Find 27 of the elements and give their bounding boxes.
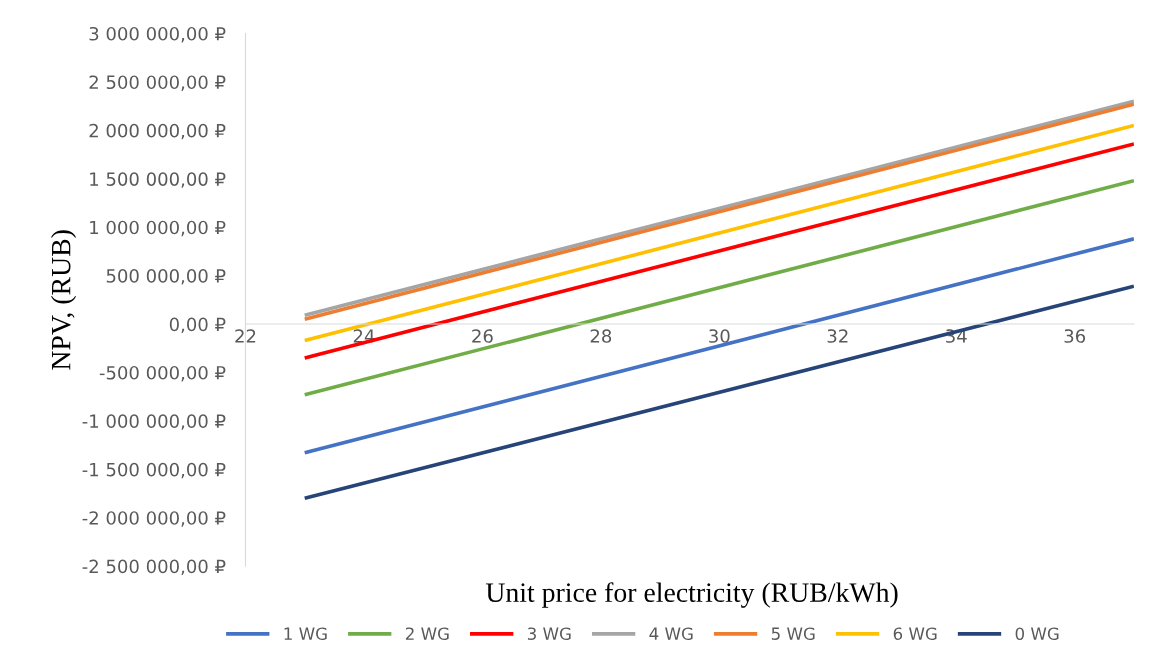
y-tick-label: 2 000 000,00 ₽: [89, 123, 226, 140]
y-tick-label: -500 000,00 ₽: [99, 365, 226, 382]
legend-label: 4 WG: [649, 627, 693, 640]
y-tick-label: 3 000 000,00 ₽: [89, 26, 226, 43]
legend-label: 0 WG: [1015, 627, 1059, 640]
legend-label: 6 WG: [893, 627, 937, 640]
legend-label: 1 WG: [284, 627, 327, 640]
x-tick-label: 32: [827, 329, 848, 343]
y-tick-label: -2 500 000,00 ₽: [82, 559, 226, 576]
legend-label: 5 WG: [771, 627, 815, 640]
y-tick-label: -2 000 000,00 ₽: [82, 511, 226, 527]
y-tick-label: 1 500 000,00 ₽: [90, 172, 226, 188]
x-tick-label: 36: [1064, 329, 1086, 343]
legend-label: 3 WG: [527, 627, 571, 640]
legend-label: 2 WG: [405, 627, 449, 640]
y-tick-label: -1 500 000,00 ₽: [82, 462, 226, 479]
x-tick-label: 22: [235, 329, 256, 343]
y-tick-label: 1 000 000,00 ₽: [90, 220, 226, 237]
y-tick-label: 2 500 000,00 ₽: [89, 75, 226, 91]
x-tick-label: 28: [590, 329, 612, 343]
x-tick-label: 26: [472, 329, 493, 343]
y-axis-title: NPV, (RUB): [50, 230, 77, 370]
y-tick-label: 0,00 ₽: [169, 317, 226, 333]
x-axis-title: Unit price for electricity (RUB/kWh): [485, 582, 898, 608]
y-tick-label: -1 000 000,00 ₽: [82, 414, 226, 430]
y-tick-label: 500 000,00 ₽: [106, 269, 226, 285]
x-tick-label: 30: [709, 329, 730, 343]
